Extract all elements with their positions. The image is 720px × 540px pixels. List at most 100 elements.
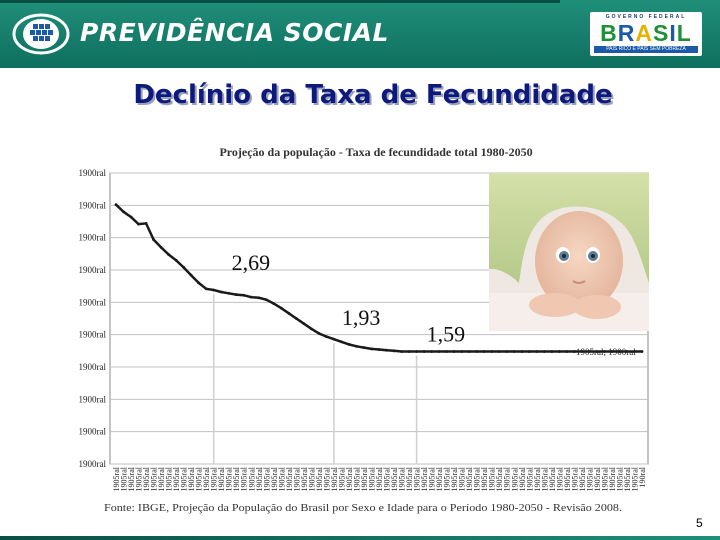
x-tick-label: 1905ral [593, 466, 602, 491]
x-tick-label: 1905ral [277, 466, 286, 491]
x-tick-label: 1905ral [150, 466, 159, 491]
footer-line [0, 536, 720, 540]
x-tick-label: 1905ral [540, 466, 549, 491]
x-tick-label: 1905ral [367, 466, 376, 491]
data-point [475, 350, 479, 353]
data-point [114, 203, 118, 207]
data-point [137, 222, 140, 226]
chart-title: Projeção da população - Taxa de fecundid… [219, 145, 532, 159]
x-tick-label: 1905ral [172, 466, 181, 491]
x-tick-label: 1905ral [330, 466, 339, 491]
data-point [527, 350, 531, 353]
chart-source: Fonte: IBGE, Projeção da População do Br… [104, 502, 622, 514]
x-tick-label: 1905ral [413, 466, 422, 491]
data-label: 1,93 [342, 305, 381, 330]
x-tick-label: 1905ral [405, 466, 414, 491]
data-point [264, 298, 268, 302]
data-point [294, 317, 298, 320]
y-tick-label: 1900ral [79, 265, 107, 275]
data-point [325, 335, 328, 339]
data-point [167, 253, 171, 256]
y-tick-label: 1900ral [79, 330, 107, 340]
data-point [152, 238, 155, 242]
data-point [159, 245, 163, 249]
x-tick-label: 1905ral [225, 466, 234, 491]
data-point [490, 350, 494, 353]
data-point [633, 350, 636, 353]
x-tick-label: 1905ral [165, 466, 174, 491]
x-tick-label: 1905ral [112, 466, 121, 491]
data-point [452, 350, 456, 353]
data-point [467, 350, 471, 353]
x-tick-label: 1905ral [398, 466, 407, 491]
data-point [182, 266, 186, 269]
x-tick-label: 1905ral [135, 466, 144, 491]
data-point [272, 302, 276, 306]
x-tick-label: 1905ral [585, 466, 594, 491]
x-tick-label: 1905ral [232, 466, 241, 491]
data-point [129, 215, 133, 219]
x-tick-label: 1905ral [623, 466, 632, 491]
data-point [234, 293, 238, 296]
data-point [595, 350, 599, 353]
y-tick-label: 1900ral [79, 427, 107, 437]
y-tick-label: 1900ral [79, 200, 107, 210]
y-tick-label: 1900ral [79, 168, 107, 178]
gov-logo-top-text: GOVERNO FEDERAL [605, 14, 687, 20]
data-point [287, 311, 291, 315]
x-tick-label: 1905ral [615, 466, 624, 491]
data-point [445, 350, 449, 353]
x-tick-label: 1905ral [217, 466, 226, 491]
x-tick-label: 1905ral [465, 466, 474, 491]
header-stripe [0, 0, 560, 3]
baby-photo [489, 173, 649, 331]
data-point [340, 340, 343, 344]
x-tick-label: 1905ral [187, 466, 196, 491]
data-point [460, 350, 464, 353]
y-tick-label: 1900ral [79, 233, 107, 243]
x-tick-label: 1905ral [315, 466, 324, 491]
data-point [332, 337, 336, 341]
data-point [588, 350, 591, 353]
gov-logo-name: BRASIL [600, 20, 692, 46]
data-point [302, 322, 306, 326]
x-tick-label: 1905ral [157, 466, 166, 491]
data-point [542, 350, 546, 353]
y-tick-label: 1900ral [79, 459, 107, 469]
x-tick-label: 1905ral [240, 466, 249, 491]
data-point [430, 350, 433, 353]
x-tick-label: 1905ral [510, 466, 519, 491]
data-point [603, 350, 606, 353]
data-point [550, 350, 554, 353]
data-point [197, 281, 201, 285]
x-tick-label: 1905ral [255, 466, 264, 491]
x-tick-label: 1905ral [300, 466, 309, 491]
brasil-government-logo: GOVERNO FEDERAL BRASIL PAÍS RICO É PAÍS … [590, 12, 702, 56]
end-point-label: 1905ral; 1900ral [576, 347, 636, 357]
data-point [144, 222, 148, 225]
data-point [355, 344, 358, 348]
x-tick-label: 1905ral [495, 466, 504, 491]
data-point [415, 350, 418, 353]
x-tick-label: 1905ral [518, 466, 527, 491]
y-tick-label: 1900ral [79, 297, 107, 307]
data-point [174, 258, 178, 262]
data-point [257, 296, 261, 300]
x-tick-label: 1905ral [428, 466, 437, 491]
data-point [640, 350, 644, 353]
data-point [279, 306, 283, 310]
x-tick-label: 1905ral [488, 466, 497, 491]
data-point [505, 350, 509, 353]
data-point [482, 350, 486, 353]
x-tick-label: 1905ral [548, 466, 557, 491]
data-point [309, 327, 313, 331]
data-point [242, 293, 246, 297]
x-tick-label: 1905ral [195, 466, 204, 491]
header-bar: PREVIDÊNCIA SOCIAL GOVERNO FEDERAL BRASI… [0, 0, 720, 68]
x-tick-label: 1905ral [435, 466, 444, 491]
x-tick-label: 1905ral [375, 466, 384, 491]
data-point [370, 347, 373, 351]
data-point [347, 342, 351, 346]
x-tick-label: 1905ral [247, 466, 256, 491]
x-tick-label: 1905ral [533, 466, 542, 491]
